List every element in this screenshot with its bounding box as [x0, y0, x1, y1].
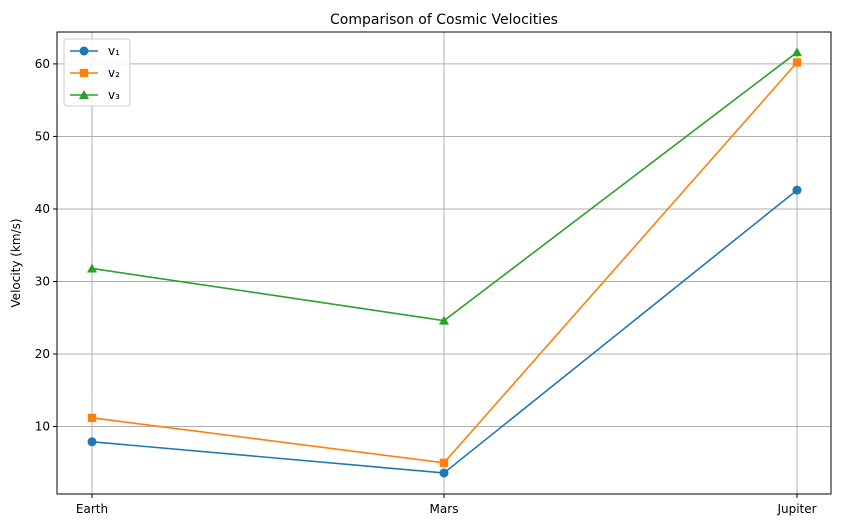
- legend-marker: [79, 90, 89, 99]
- legend: v₁ v₂ v₃: [63, 38, 131, 107]
- y-tick-label: 30: [35, 274, 50, 288]
- y-tick-label: 50: [35, 129, 50, 143]
- legend-entry: v₂: [70, 66, 120, 80]
- data-point: [87, 263, 97, 273]
- legend-marker: [79, 46, 89, 56]
- data-point: [87, 413, 97, 423]
- y-tick-label: 20: [35, 347, 50, 361]
- legend-marker: [79, 68, 89, 78]
- legend-label: v₁: [108, 44, 120, 58]
- x-tick-label: Jupiter: [776, 502, 816, 516]
- data-point: [439, 468, 449, 478]
- axis-layer: 10 20 30 40 50 60 Earth Mars Jupiter: [35, 57, 817, 516]
- series-1: [87, 185, 802, 478]
- y-tick-label: 60: [35, 57, 50, 71]
- data-point: [792, 47, 802, 57]
- legend-label: v₃: [108, 88, 120, 102]
- y-tick-label: 40: [35, 202, 50, 216]
- series-3: [87, 47, 802, 325]
- data-point: [439, 315, 449, 325]
- legend-label: v₂: [108, 66, 120, 80]
- data-point: [439, 458, 449, 468]
- legend-entry: v₁: [70, 44, 120, 58]
- data-point: [792, 58, 802, 67]
- legend-entry: v₃: [70, 88, 120, 102]
- y-tick-label: 10: [35, 420, 50, 434]
- series-2: [87, 58, 802, 468]
- data-point: [792, 185, 802, 195]
- x-tick-label: Earth: [76, 502, 108, 516]
- chart-title: Comparison of Cosmic Velocities: [330, 12, 558, 28]
- data-point: [87, 437, 97, 447]
- x-tick-label: Mars: [430, 502, 459, 516]
- y-axis-title: Velocity (km/s): [9, 218, 23, 307]
- series-layer: [87, 47, 802, 478]
